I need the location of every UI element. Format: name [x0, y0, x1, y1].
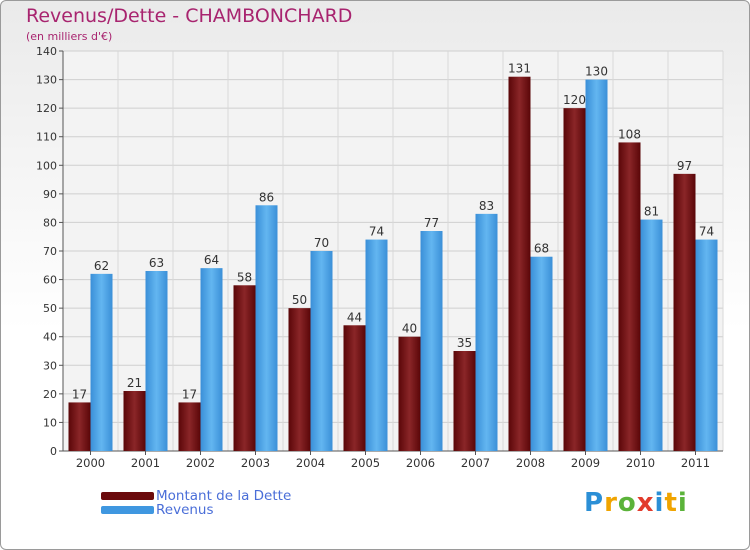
x-tick-label: 2011	[681, 456, 710, 470]
data-label-dette: 50	[292, 293, 307, 307]
data-label-dette: 108	[618, 127, 641, 141]
bar-revenus	[640, 219, 663, 451]
x-tick-label: 2001	[131, 456, 160, 470]
y-tick-label: 0	[50, 445, 57, 458]
bar-dette	[618, 142, 641, 451]
data-label-revenus: 64	[204, 253, 219, 267]
bar-dette	[68, 402, 91, 451]
bar-dette	[398, 336, 421, 451]
y-tick-label: 50	[43, 302, 57, 315]
data-label-dette: 17	[182, 387, 197, 401]
chart-subtitle: (en milliers d'€)	[26, 30, 113, 43]
y-tick-label: 130	[36, 74, 57, 87]
data-label-revenus: 63	[149, 256, 164, 270]
x-tick-label: 2007	[461, 456, 490, 470]
y-tick-label: 20	[43, 388, 57, 401]
data-label-dette: 120	[563, 93, 586, 107]
data-label-revenus: 74	[369, 225, 384, 239]
data-label-dette: 21	[127, 376, 142, 390]
bar-revenus	[530, 256, 553, 451]
bar-revenus	[145, 271, 168, 451]
data-label-revenus: 130	[585, 65, 608, 79]
legend-label-dette: Montant de la Dette	[156, 488, 292, 504]
legend-label-revenus: Revenus	[156, 502, 214, 518]
proxiti-logo: Proxiti	[584, 488, 688, 518]
x-tick-label: 2004	[296, 456, 325, 470]
bar-dette	[178, 402, 201, 451]
data-label-revenus: 70	[314, 236, 329, 250]
logo-letter: r	[604, 488, 618, 518]
logo-letter: P	[584, 488, 605, 518]
bar-revenus	[475, 213, 498, 451]
y-tick-label: 70	[43, 245, 57, 258]
y-tick-label: 120	[36, 102, 57, 115]
bar-dette	[453, 351, 476, 451]
bar-dette	[508, 76, 531, 451]
y-tick-label: 30	[43, 359, 57, 372]
x-tick-label: 2005	[351, 456, 380, 470]
y-tick-label: 110	[36, 131, 57, 144]
y-tick-label: 60	[43, 274, 57, 287]
x-tick-label: 2006	[406, 456, 435, 470]
bar-revenus	[255, 205, 278, 451]
x-tick-label: 2009	[571, 456, 600, 470]
legend-swatch-dette	[101, 492, 154, 500]
bar-dette	[288, 308, 311, 451]
data-label-revenus: 74	[699, 225, 714, 239]
data-label-revenus: 68	[534, 242, 549, 256]
data-labels: 17 62 21 63 17 64 58 86 50 70 44 74 40 77 35 83 131 68 120…	[72, 62, 714, 402]
y-tick-label: 100	[36, 159, 57, 172]
y-tick-label: 10	[43, 416, 57, 429]
bars	[68, 76, 718, 452]
legend-item-revenus: Revenus	[101, 502, 214, 518]
data-label-revenus: 62	[94, 259, 109, 273]
data-label-dette: 131	[508, 62, 531, 76]
bar-revenus	[695, 239, 718, 451]
logo-letter: t	[664, 488, 678, 518]
logo-letter: o	[617, 488, 637, 518]
data-label-dette: 40	[402, 322, 417, 336]
bar-dette	[563, 108, 586, 452]
data-label-revenus: 86	[259, 190, 274, 204]
bar-dette	[673, 173, 696, 451]
bar-revenus	[420, 231, 443, 451]
logo-letter: x	[636, 488, 655, 518]
data-label-dette: 58	[237, 270, 252, 284]
y-tick-label: 80	[43, 216, 57, 229]
bar-revenus	[310, 251, 333, 451]
legend-swatch-revenus	[101, 506, 154, 514]
data-label-dette: 35	[457, 336, 472, 350]
bar-dette	[233, 285, 256, 451]
bar-revenus	[585, 79, 608, 452]
y-tick-label: 140	[36, 45, 57, 58]
logo-letter: i	[654, 488, 665, 518]
x-tick-label: 2002	[186, 456, 215, 470]
x-tick-label: 2003	[241, 456, 270, 470]
chart-title: Revenus/Dette - CHAMBONCHARD	[26, 5, 353, 27]
bar-revenus	[200, 268, 223, 451]
y-tick-label: 40	[43, 331, 57, 344]
x-tick-label: 2000	[76, 456, 105, 470]
data-label-dette: 97	[677, 159, 692, 173]
x-tick-label: 2008	[516, 456, 545, 470]
data-label-revenus: 77	[424, 216, 439, 230]
legend-item-dette: Montant de la Dette	[101, 488, 291, 504]
data-label-revenus: 81	[644, 205, 659, 219]
logo-letter: i	[677, 488, 688, 518]
x-tick-label: 2010	[626, 456, 655, 470]
y-tick-label: 90	[43, 188, 57, 201]
bar-dette	[123, 391, 146, 451]
data-label-dette: 17	[72, 387, 87, 401]
bar-revenus	[90, 273, 113, 451]
bar-revenus	[365, 239, 388, 451]
axes: 0 10 20 30 40 50 60 70 80 90 100 110 120 130 140 2000 20…	[36, 45, 723, 470]
data-label-revenus: 83	[479, 199, 494, 213]
bar-dette	[343, 325, 366, 451]
data-label-dette: 44	[347, 310, 362, 324]
grid	[62, 50, 724, 452]
